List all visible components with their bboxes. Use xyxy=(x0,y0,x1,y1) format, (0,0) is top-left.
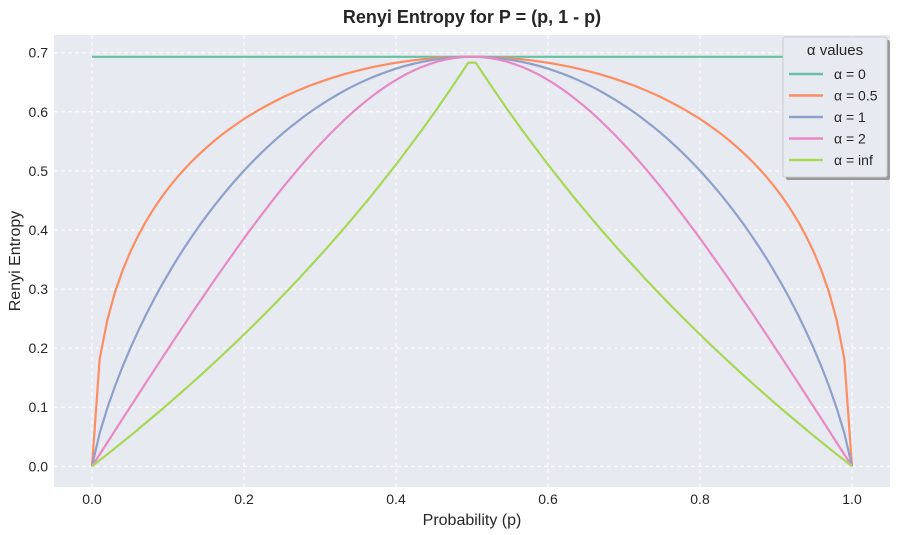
legend-entry: α = inf xyxy=(834,152,873,168)
y-tick-label: 0.6 xyxy=(29,104,49,120)
legend-title: α values xyxy=(807,42,863,59)
y-tick-label: 0.4 xyxy=(29,222,49,238)
chart-title: Renyi Entropy for P = (p, 1 - p) xyxy=(343,7,601,27)
y-axis-label: Renyi Entropy xyxy=(7,211,24,312)
y-tick-label: 0.5 xyxy=(29,163,49,179)
x-tick-label: 0.2 xyxy=(234,491,254,507)
y-tick-label: 0.0 xyxy=(29,458,49,474)
legend-entry: α = 2 xyxy=(834,131,866,147)
x-tick-label: 1.0 xyxy=(842,491,862,507)
legend-entry: α = 0.5 xyxy=(834,88,878,104)
y-tick-label: 0.1 xyxy=(29,399,49,415)
legend-box xyxy=(782,36,888,178)
legend-entry: α = 1 xyxy=(834,109,866,125)
series-line-inf xyxy=(91,61,853,468)
legend-entry: α = 0 xyxy=(834,66,866,82)
plot-area xyxy=(54,35,890,487)
x-tick-label: 0.6 xyxy=(538,491,558,507)
x-tick-label: 0.8 xyxy=(690,491,710,507)
x-axis-label: Probability (p) xyxy=(423,512,522,529)
series-line-2 xyxy=(91,55,853,467)
x-tick-label: 0.4 xyxy=(386,491,406,507)
y-tick-label: 0.3 xyxy=(29,281,49,297)
y-tick-label: 0.7 xyxy=(29,45,49,61)
x-tick-label: 0.0 xyxy=(82,491,102,507)
y-tick-label: 0.2 xyxy=(29,340,49,356)
